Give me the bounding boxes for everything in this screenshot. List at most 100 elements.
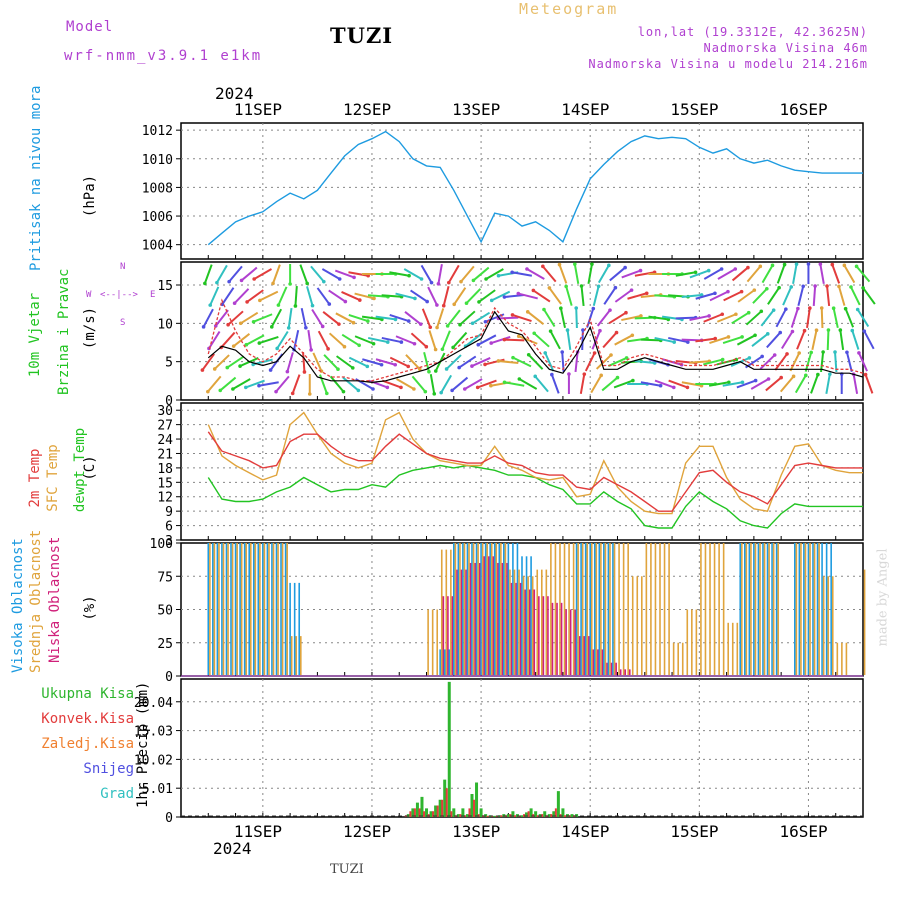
wind-arrow-head xyxy=(753,333,757,338)
y-tick-label: 6 xyxy=(165,520,173,535)
wind-arrow xyxy=(511,271,533,277)
wind-arrow-head xyxy=(439,390,443,395)
wind-arrow-head xyxy=(412,387,416,391)
wind-arrow xyxy=(447,264,460,284)
wind-arrow xyxy=(203,264,213,284)
precip-total-bar xyxy=(429,811,433,817)
wind-arrow xyxy=(858,352,868,372)
wind-arrow xyxy=(518,378,538,390)
wind-arrow xyxy=(348,313,369,323)
wind-arrow-head xyxy=(740,380,745,385)
wind-arrow xyxy=(512,313,532,323)
precip-total-bar xyxy=(552,811,556,817)
wind-arrow xyxy=(634,359,655,365)
wind-arrow-head xyxy=(451,345,455,350)
wind-arrow xyxy=(640,338,661,342)
wind-arrow-head xyxy=(406,364,411,369)
wind-arrow-head xyxy=(830,262,835,267)
wind-arrow xyxy=(299,264,309,284)
wind-arrow-head xyxy=(849,285,853,289)
temp-2m-line xyxy=(207,431,863,512)
wind-arrow xyxy=(534,375,549,393)
wind-arrow xyxy=(291,374,301,394)
wind-arrow xyxy=(389,313,410,323)
wind-arrow-head xyxy=(516,291,521,296)
wind-arrow-head xyxy=(686,340,690,344)
wind-arrow xyxy=(776,264,786,284)
wind-arrow xyxy=(405,354,421,370)
wind-arrow xyxy=(354,335,374,345)
top-date-15sep: 15SEP xyxy=(670,100,719,119)
precip-total-bar xyxy=(425,808,429,817)
wind-arrow xyxy=(752,288,768,304)
compass-w: W xyxy=(86,290,92,300)
wind-arrow xyxy=(498,316,519,320)
wind-arrow xyxy=(277,286,288,306)
wind-arrow xyxy=(746,265,762,283)
wind-arrow-head xyxy=(560,350,565,354)
wind-arrow-head xyxy=(336,367,340,371)
wind-arrow-head xyxy=(631,378,635,383)
wind-arrow-head xyxy=(302,370,307,374)
precip-total-bar xyxy=(447,681,451,817)
wind-arrow xyxy=(717,268,736,280)
wind-arrow xyxy=(437,263,443,285)
wind-arrow xyxy=(810,374,819,394)
wind-arrow-head xyxy=(483,362,487,367)
precip-conv-bar xyxy=(468,808,471,817)
wind-arrow-head xyxy=(307,392,312,396)
wind-arrow xyxy=(245,334,265,346)
wind-arrow-head xyxy=(598,328,602,333)
wind-arrow xyxy=(533,332,550,348)
wind-arrow-head xyxy=(559,306,563,311)
wind-arrow-head xyxy=(746,265,750,270)
bottom-date-11sep: 11SEP xyxy=(233,822,282,841)
wind-arrow-head xyxy=(326,347,330,351)
wind-arrow-head xyxy=(531,288,536,293)
wind-arrow-head xyxy=(779,375,783,380)
wind-arrow-head xyxy=(567,372,571,376)
wind-arrow-head xyxy=(342,344,347,349)
wind-arrow-head xyxy=(613,285,618,290)
wind-arrow-head xyxy=(200,368,205,372)
wind-arrow-head xyxy=(208,303,213,307)
precip-total-bar xyxy=(443,779,447,817)
wind-arrow xyxy=(731,266,749,282)
wind-arrow xyxy=(526,268,545,280)
wind-arrow-head xyxy=(371,341,376,346)
wind-arrow xyxy=(259,290,279,302)
wind-arrow xyxy=(381,336,402,344)
wind-arrow-head xyxy=(658,383,663,388)
wind-arrow xyxy=(760,309,775,327)
wind-arrow xyxy=(240,266,258,282)
wind-arrow-head xyxy=(785,352,789,356)
wind-arrow xyxy=(844,308,855,328)
wind-arrow xyxy=(464,333,482,347)
wind-arrow-head xyxy=(591,306,596,311)
wind-arrow-head xyxy=(533,374,538,379)
wind-arrow xyxy=(590,374,603,394)
wind-compass: N W E S <--|--> xyxy=(86,262,166,332)
wind-arrow xyxy=(573,263,580,285)
wind-arrow-head xyxy=(845,350,849,355)
bottom-date-14sep: 14SEP xyxy=(561,822,610,841)
wind-arrow xyxy=(368,379,388,389)
wind-arrow-head xyxy=(797,351,801,355)
wind-arrow-head xyxy=(581,328,585,332)
wind-arrow-head xyxy=(777,285,781,290)
wind-arrow xyxy=(832,308,839,328)
y-tick-label: 18 xyxy=(157,462,173,477)
precip-conv-bar xyxy=(513,815,516,817)
wind-arrow xyxy=(322,311,340,325)
wind-arrow-head xyxy=(671,385,676,390)
wind-arrow xyxy=(464,378,483,390)
wind-arrow xyxy=(341,333,360,347)
wind-arrow xyxy=(328,332,346,348)
wind-arrow-head xyxy=(592,351,597,355)
wind-arrow xyxy=(722,381,743,387)
wind-arrow-head xyxy=(290,391,295,396)
wind-arrow-head xyxy=(734,312,738,317)
wind-arrow xyxy=(774,353,788,371)
wind-arrow xyxy=(602,331,618,349)
wind-arrow xyxy=(440,374,453,394)
